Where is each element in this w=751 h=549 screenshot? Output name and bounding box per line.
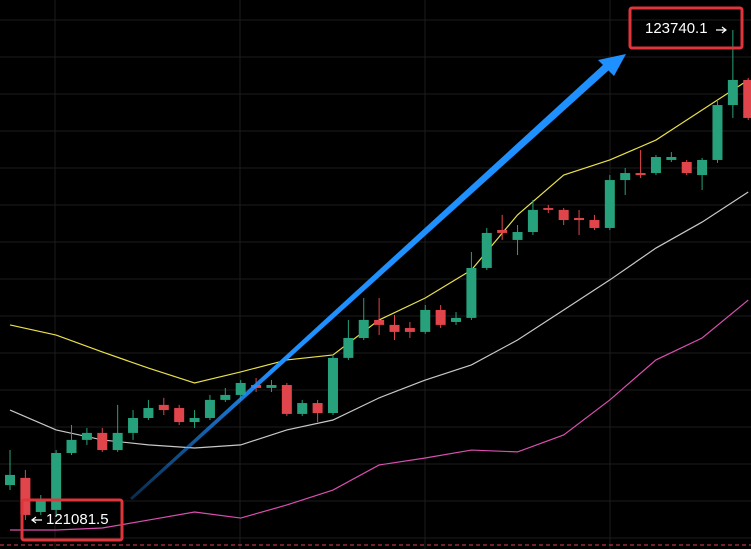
high-box [628, 6, 744, 50]
candle-body [266, 384, 277, 388]
candle-body [420, 309, 431, 332]
trend-arrow-head [598, 54, 626, 76]
candle-body [497, 229, 508, 233]
candle-body [220, 394, 231, 400]
candle-body [650, 157, 661, 174]
candle-body [358, 319, 369, 338]
candle-body [327, 357, 338, 414]
candle-body [281, 384, 292, 414]
candle-body [81, 432, 92, 440]
moving-average [9, 191, 749, 449]
candle-body [435, 309, 446, 325]
candle-body [558, 209, 569, 221]
low-box [20, 498, 124, 542]
candle-body [112, 432, 123, 451]
candle-body [158, 404, 169, 411]
candle-body [20, 477, 31, 515]
candle-body [128, 417, 139, 433]
candle-body [589, 220, 600, 228]
candle-body [697, 159, 708, 176]
candle-body [235, 382, 246, 395]
candle-body [727, 79, 738, 106]
candle-body [451, 317, 462, 322]
candle-body [543, 208, 554, 210]
candle-body [374, 319, 385, 325]
low-arrow [31, 516, 42, 524]
candle-body [343, 337, 354, 358]
candle-body [297, 403, 308, 414]
candle-body [743, 79, 751, 118]
candle-body [35, 499, 46, 512]
moving-average [10, 299, 749, 531]
candle-body [666, 157, 677, 160]
candle-body [404, 328, 415, 332]
candle-body [204, 399, 215, 418]
candle-body [66, 439, 77, 453]
candle-body [143, 408, 154, 418]
candle-body [512, 232, 523, 240]
candle-body [312, 403, 323, 414]
candle-body [389, 324, 400, 332]
candle-body [527, 209, 538, 233]
candle-body [51, 452, 62, 510]
candle-body [681, 161, 692, 174]
candle-body [712, 105, 723, 160]
candle-body [97, 432, 108, 451]
trend-arrow [130, 64, 609, 500]
candles [5, 30, 751, 520]
candle-body [189, 417, 200, 423]
candle-body [620, 173, 631, 181]
candle-body [481, 232, 492, 268]
candle-body [174, 408, 185, 423]
high-label: 123740.1 [645, 20, 708, 37]
candle-body [466, 267, 477, 318]
candle-body [5, 474, 15, 486]
candle-body [604, 180, 615, 228]
candle-body [574, 218, 585, 221]
low-label: 121081.5 [46, 511, 109, 528]
high-arrow [716, 26, 727, 34]
candle-body [635, 173, 646, 176]
